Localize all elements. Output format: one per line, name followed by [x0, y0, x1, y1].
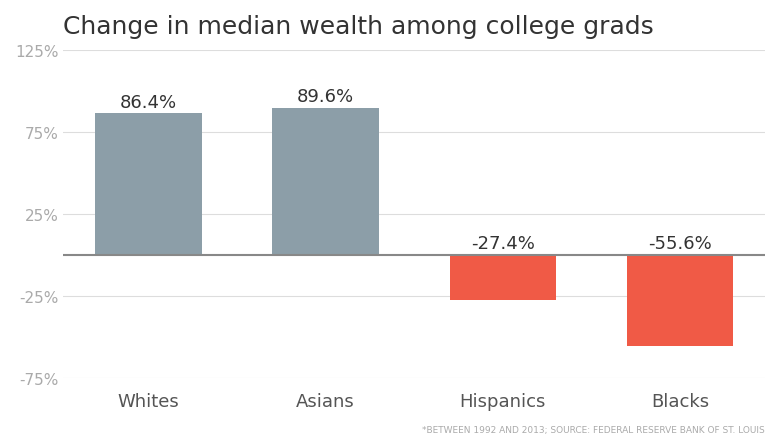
- Text: -27.4%: -27.4%: [471, 235, 535, 253]
- Bar: [95, 114, 201, 255]
- Text: 89.6%: 89.6%: [297, 88, 354, 106]
- Text: *BETWEEN 1992 AND 2013; SOURCE: FEDERAL RESERVE BANK OF ST. LOUIS: *BETWEEN 1992 AND 2013; SOURCE: FEDERAL …: [422, 424, 764, 434]
- Bar: [627, 255, 733, 346]
- Text: -55.6%: -55.6%: [648, 235, 712, 253]
- Bar: [449, 255, 556, 300]
- Bar: [272, 109, 379, 255]
- Text: Change in median wealth among college grads: Change in median wealth among college gr…: [63, 15, 654, 39]
- Text: 86.4%: 86.4%: [120, 93, 177, 111]
